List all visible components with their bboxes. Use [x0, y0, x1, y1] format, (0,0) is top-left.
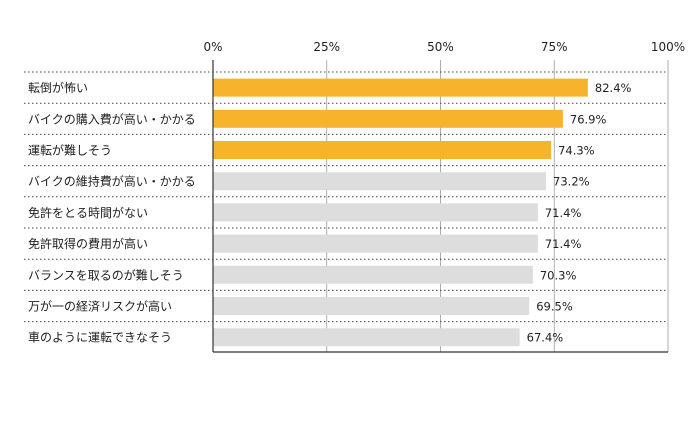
x-tick-label: 25%: [313, 40, 340, 54]
category-label: 運転が難しそう: [28, 143, 112, 158]
category-label: バイクの購入費が高い・かかる: [28, 111, 196, 126]
x-tick-label: 75%: [541, 40, 568, 54]
bar: [213, 266, 533, 284]
bar: [213, 110, 563, 128]
bar: [213, 172, 546, 190]
bar: [213, 141, 551, 159]
value-label: 71.4%: [545, 237, 582, 251]
bar: [213, 79, 588, 97]
category-label: バランスを取るのが難しそう: [28, 267, 184, 282]
row-separators: [24, 72, 668, 322]
bar: [213, 235, 538, 253]
category-label: 免許取得の費用が高い: [28, 236, 148, 251]
category-label: バイクの維持費が高い・かかる: [28, 174, 196, 189]
value-label: 74.3%: [558, 144, 595, 158]
bar: [213, 297, 529, 315]
value-label: 76.9%: [570, 112, 607, 126]
bars: [213, 79, 588, 347]
bar: [213, 203, 538, 221]
value-label: 69.5%: [536, 300, 573, 314]
x-tick-label: 100%: [651, 40, 685, 54]
x-tick-label: 50%: [427, 40, 454, 54]
category-label: 万が一の経済リスクが高い: [28, 299, 172, 314]
category-label: 車のように運転できなそう: [28, 331, 172, 345]
value-label: 73.2%: [553, 175, 590, 189]
bar: [213, 328, 520, 346]
x-tick-label: 0%: [203, 40, 222, 54]
value-label: 82.4%: [595, 81, 632, 95]
category-label: 免許をとる時間がない: [28, 205, 148, 220]
value-label: 67.4%: [527, 331, 564, 345]
value-label: 70.3%: [540, 268, 577, 282]
value-label: 71.4%: [545, 206, 582, 220]
category-label: 転倒が怖い: [28, 80, 88, 95]
